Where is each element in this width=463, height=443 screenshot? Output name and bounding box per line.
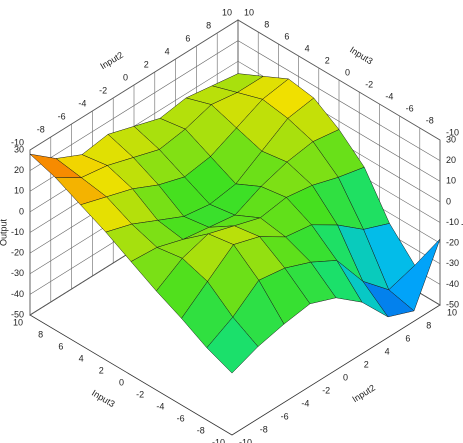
- z-tick-label: 20: [446, 155, 456, 165]
- x-tick-label: -2: [365, 79, 373, 89]
- x-tick-label: -10: [446, 127, 459, 137]
- y-tick-label: 0: [343, 372, 348, 382]
- z-axis-title: Output: [462, 209, 463, 237]
- y-tick-label: 8: [426, 320, 431, 330]
- x-tick-label: 2: [325, 55, 330, 65]
- z-tick-label: -40: [11, 289, 24, 299]
- z-tick-label: 10: [446, 176, 456, 186]
- x-tick-label: -2: [136, 389, 144, 399]
- z-tick-label: 0: [446, 196, 451, 206]
- y-tick-label: 0: [123, 72, 128, 82]
- x-tick-label: -10: [212, 437, 225, 443]
- y-tick-label: 2: [364, 359, 369, 369]
- x-tick-label: 6: [284, 31, 289, 41]
- y-tick-label: 2: [144, 59, 149, 69]
- y-tick-label: 4: [385, 346, 390, 356]
- z-tick-label: -10: [446, 217, 459, 227]
- x-tick-label: 10: [13, 317, 23, 327]
- x-tick-label: 0: [119, 377, 124, 387]
- y-tick-label: -10: [239, 437, 252, 443]
- x-tick-label: -4: [156, 401, 164, 411]
- z-tick-label: 10: [14, 186, 24, 196]
- y-tick-label: -2: [322, 385, 330, 395]
- y-tick-label: -4: [301, 398, 309, 408]
- x-tick-label: 4: [79, 353, 84, 363]
- z-axis-title: Output: [0, 218, 8, 246]
- x-tick-label: -6: [177, 413, 185, 423]
- y-tick-label: -6: [281, 411, 289, 421]
- y-tick-label: 10: [447, 307, 457, 317]
- x-tick-label: 8: [38, 329, 43, 339]
- x-tick-label: 4: [305, 43, 310, 53]
- z-tick-label: -50: [446, 299, 459, 309]
- y-tick-label: -2: [99, 85, 107, 95]
- y-tick-label: -8: [37, 124, 45, 134]
- x-tick-label: -4: [385, 91, 393, 101]
- x-tick-label: 10: [244, 7, 254, 17]
- y-tick-label: -4: [78, 98, 86, 108]
- x-tick-label: 6: [58, 341, 63, 351]
- z-tick-label: 30: [446, 134, 456, 144]
- y-axis-title: Input2: [98, 50, 125, 71]
- y-tick-label: -8: [260, 424, 268, 434]
- x-tick-label: 8: [264, 19, 269, 29]
- z-tick-label: -20: [11, 248, 24, 258]
- x-axis-title: Input3: [348, 45, 375, 67]
- surface-patch: [206, 316, 259, 374]
- y-tick-label: -6: [58, 111, 66, 121]
- z-tick-label: -40: [446, 279, 459, 289]
- z-tick-label: 30: [14, 144, 24, 154]
- y-tick-label: -10: [11, 137, 24, 147]
- z-tick-label: 20: [14, 165, 24, 175]
- x-tick-label: -6: [406, 103, 414, 113]
- y-tick-label: 6: [185, 33, 190, 43]
- z-tick-label: -30: [446, 258, 459, 268]
- y-axis-title: Input2: [350, 383, 377, 405]
- y-tick-label: 4: [165, 46, 170, 56]
- z-tick-label: -20: [446, 238, 459, 248]
- x-axis-title: Input3: [90, 388, 117, 409]
- z-tick-label: 0: [19, 206, 24, 216]
- x-tick-label: -8: [197, 425, 205, 435]
- z-tick-label: -30: [11, 268, 24, 278]
- z-tick-label: -50: [11, 309, 24, 319]
- y-tick-label: 8: [206, 20, 211, 30]
- x-tick-label: -8: [426, 115, 434, 125]
- x-tick-label: 0: [345, 67, 350, 77]
- z-tick-label: -10: [11, 227, 24, 237]
- y-tick-label: 10: [222, 7, 232, 17]
- y-tick-label: 6: [405, 333, 410, 343]
- x-tick-label: 2: [99, 365, 104, 375]
